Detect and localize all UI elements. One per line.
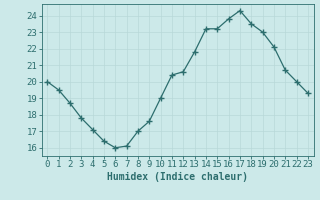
X-axis label: Humidex (Indice chaleur): Humidex (Indice chaleur) (107, 172, 248, 182)
